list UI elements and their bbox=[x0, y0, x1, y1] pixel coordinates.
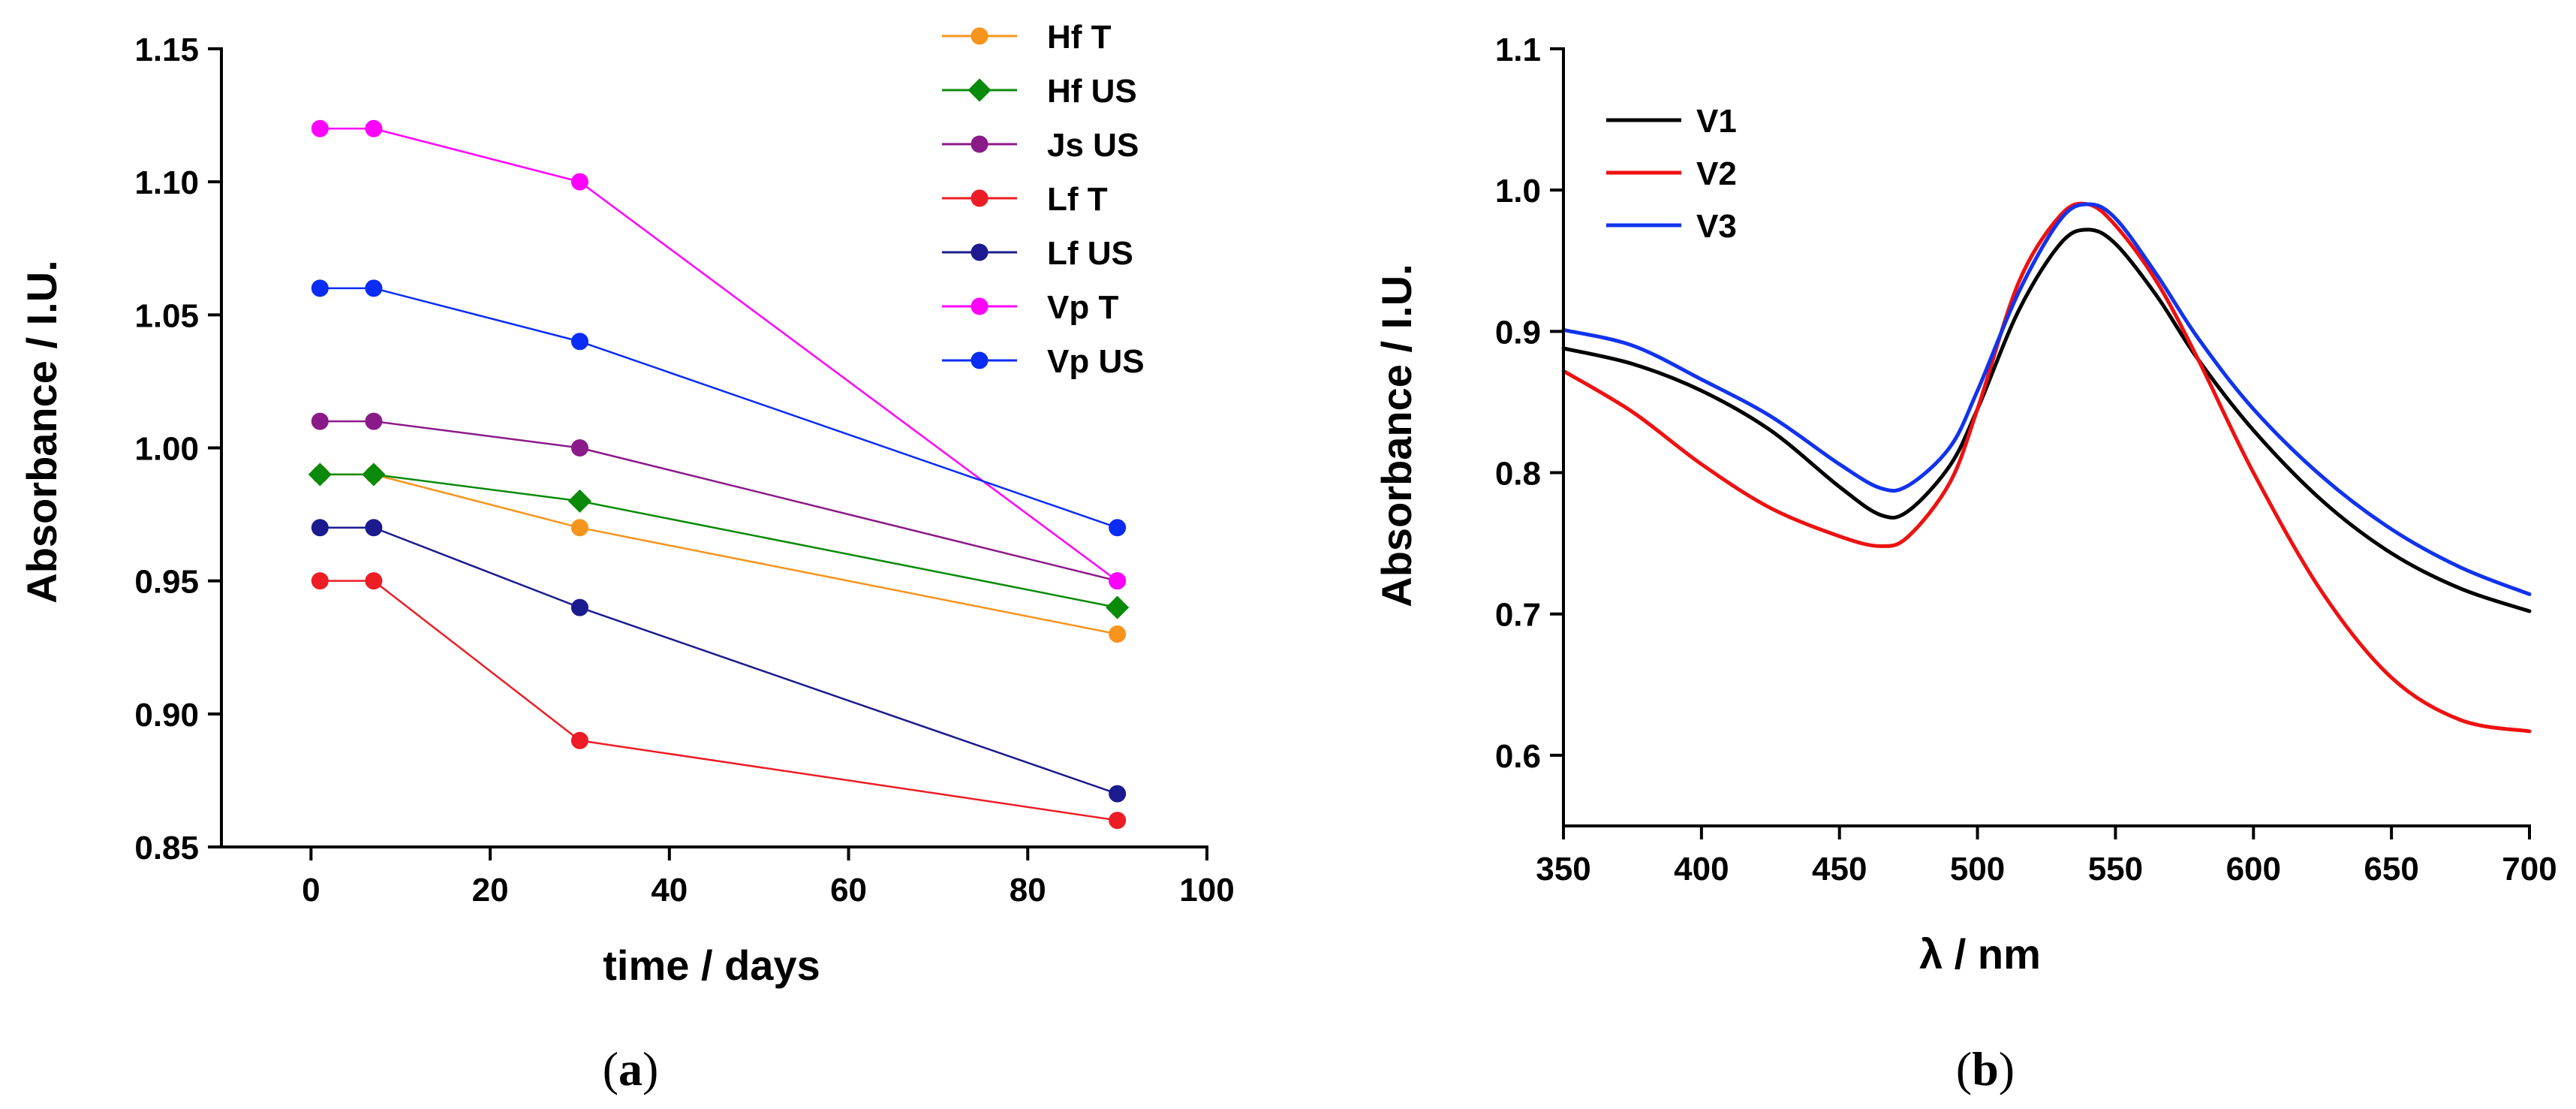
series-line-lf-us bbox=[320, 526, 1118, 795]
x-tick-label-a: 40 bbox=[651, 872, 688, 909]
chart-panel-a: 0 20 40 60 80 100 0.85 0.90 0.95 1.00 1.05 1.10 1.15… bbox=[18, 19, 1235, 1095]
data-point-lf-us bbox=[365, 519, 383, 537]
data-point-hf-us bbox=[308, 463, 332, 487]
data-point-js-us bbox=[311, 412, 329, 430]
legend-label-v2: V2 bbox=[1696, 155, 1737, 192]
axes-b bbox=[1562, 47, 2531, 827]
legend-marker-js-us bbox=[971, 135, 989, 153]
y-tick-label-a: 1.15 bbox=[134, 32, 199, 68]
series-line-lf-t bbox=[320, 580, 1118, 821]
legend-label-hf-t: Hf T bbox=[1047, 19, 1112, 56]
panel-label-b: (b) bbox=[1956, 1042, 2015, 1095]
x-tick-label-a: 80 bbox=[1010, 872, 1046, 909]
tick-layer-b: 350 400 450 500 550 600 650 700 0.6 0.7 0.8 0.9 1.0 1… bbox=[1495, 32, 2557, 888]
chart-panel-b: 350 400 450 500 550 600 650 700 0.6 0.7 0.8 0.9 1.0 1… bbox=[1373, 32, 2557, 1095]
data-point-lf-t bbox=[1109, 812, 1127, 830]
data-point-lf-t bbox=[570, 731, 588, 749]
legend-b: V1 V2 V3 bbox=[1606, 103, 1737, 245]
series-layer-a bbox=[308, 119, 1130, 830]
x-tick-label-b: 700 bbox=[2502, 851, 2556, 888]
y-tick-label-b: 0.7 bbox=[1495, 597, 1541, 634]
series-curve-v2 bbox=[1561, 201, 2532, 734]
x-tick-label-b: 600 bbox=[2226, 851, 2281, 888]
y-tick-label-a: 0.95 bbox=[134, 564, 199, 601]
legend-label-v1: V1 bbox=[1696, 103, 1737, 140]
x-tick-label-a: 0 bbox=[302, 872, 320, 909]
legend-marker-vp-us bbox=[971, 351, 989, 369]
legend-label-js-us: Js US bbox=[1047, 127, 1139, 164]
legend-marker-vp-t bbox=[971, 297, 989, 315]
legend-marker-hf-t bbox=[971, 27, 989, 45]
y-tick-label-a: 1.00 bbox=[134, 431, 199, 468]
data-point-js-us bbox=[570, 439, 588, 457]
legend-a: Hf T Hf US Js US Lf T Lf US Vp T Vp US bbox=[942, 19, 1145, 380]
series-curve-v1 bbox=[1561, 228, 2532, 613]
y-tick-label-b: 0.6 bbox=[1495, 738, 1541, 775]
x-tick-label-a: 100 bbox=[1179, 872, 1234, 909]
series-line-js-us bbox=[320, 420, 1118, 582]
data-point-js-us bbox=[365, 412, 383, 430]
x-axis-title-a: time / days bbox=[603, 942, 820, 989]
data-point-lf-us bbox=[311, 519, 329, 537]
x-tick-label-b: 550 bbox=[2088, 851, 2143, 888]
y-axis-title-b: Absorbance / I.U. bbox=[1373, 264, 1420, 607]
x-tick-label-b: 400 bbox=[1674, 851, 1729, 888]
data-point-lf-t bbox=[311, 572, 329, 590]
y-tick-label-b: 0.8 bbox=[1495, 456, 1541, 493]
x-tick-label-b: 450 bbox=[1812, 851, 1867, 888]
legend-marker-lf-t bbox=[971, 189, 989, 207]
data-point-vp-t bbox=[1109, 572, 1127, 590]
data-point-vp-us bbox=[365, 279, 383, 297]
y-tick-label-b: 0.9 bbox=[1495, 314, 1541, 351]
series-layer-b bbox=[1561, 201, 2532, 734]
data-point-lf-t bbox=[365, 572, 383, 590]
series-line-vp-t bbox=[320, 128, 1118, 582]
data-point-lf-us bbox=[570, 598, 588, 616]
data-point-hf-us bbox=[362, 463, 386, 487]
y-tick-label-a: 1.10 bbox=[134, 164, 199, 201]
y-tick-label-b: 1.0 bbox=[1495, 173, 1541, 209]
panel-label-a: (a) bbox=[603, 1042, 659, 1095]
x-tick-label-a: 60 bbox=[830, 872, 867, 909]
data-point-hf-t bbox=[570, 519, 588, 537]
data-point-hf-us bbox=[567, 489, 592, 513]
y-tick-label-a: 0.90 bbox=[134, 697, 199, 734]
y-tick-label-a: 0.85 bbox=[134, 830, 199, 866]
axes-a bbox=[220, 47, 1208, 848]
data-point-hf-us bbox=[1106, 595, 1130, 619]
data-point-vp-us bbox=[311, 279, 329, 297]
data-point-lf-us bbox=[1109, 785, 1127, 803]
data-point-vp-t bbox=[365, 119, 383, 137]
y-tick-label-a: 1.05 bbox=[134, 297, 199, 334]
data-point-vp-t bbox=[311, 119, 329, 137]
data-point-vp-t bbox=[570, 173, 588, 191]
data-point-vp-us bbox=[570, 333, 588, 351]
legend-label-lf-t: Lf T bbox=[1047, 181, 1108, 218]
legend-label-vp-t: Vp T bbox=[1047, 289, 1118, 326]
legend-marker-hf-us bbox=[968, 78, 992, 102]
legend-label-hf-us: Hf US bbox=[1047, 73, 1137, 110]
x-tick-label-a: 20 bbox=[472, 872, 509, 909]
x-axis-title-b: λ / nm bbox=[1919, 930, 2041, 978]
data-point-vp-us bbox=[1109, 519, 1127, 537]
legend-label-vp-us: Vp US bbox=[1047, 343, 1145, 380]
legend-label-lf-us: Lf US bbox=[1047, 235, 1133, 272]
data-point-hf-t bbox=[1109, 625, 1127, 643]
tick-layer-a: 0 20 40 60 80 100 0.85 0.90 0.95 1.00 1.05 1.10 1.15 bbox=[134, 32, 1234, 909]
y-tick-label-b: 1.1 bbox=[1495, 32, 1541, 68]
legend-label-v3: V3 bbox=[1696, 208, 1737, 245]
series-line-hf-t bbox=[320, 473, 1118, 635]
legend-marker-lf-us bbox=[971, 243, 989, 261]
x-tick-label-b: 650 bbox=[2364, 851, 2418, 888]
series-line-vp-us bbox=[320, 287, 1118, 529]
series-curve-v3 bbox=[1561, 202, 2532, 596]
series-line-hf-us bbox=[320, 473, 1118, 609]
x-tick-label-b: 350 bbox=[1536, 851, 1590, 888]
y-axis-title-a: Absorbance / I.U. bbox=[18, 260, 65, 603]
x-tick-label-b: 500 bbox=[1950, 851, 2005, 888]
